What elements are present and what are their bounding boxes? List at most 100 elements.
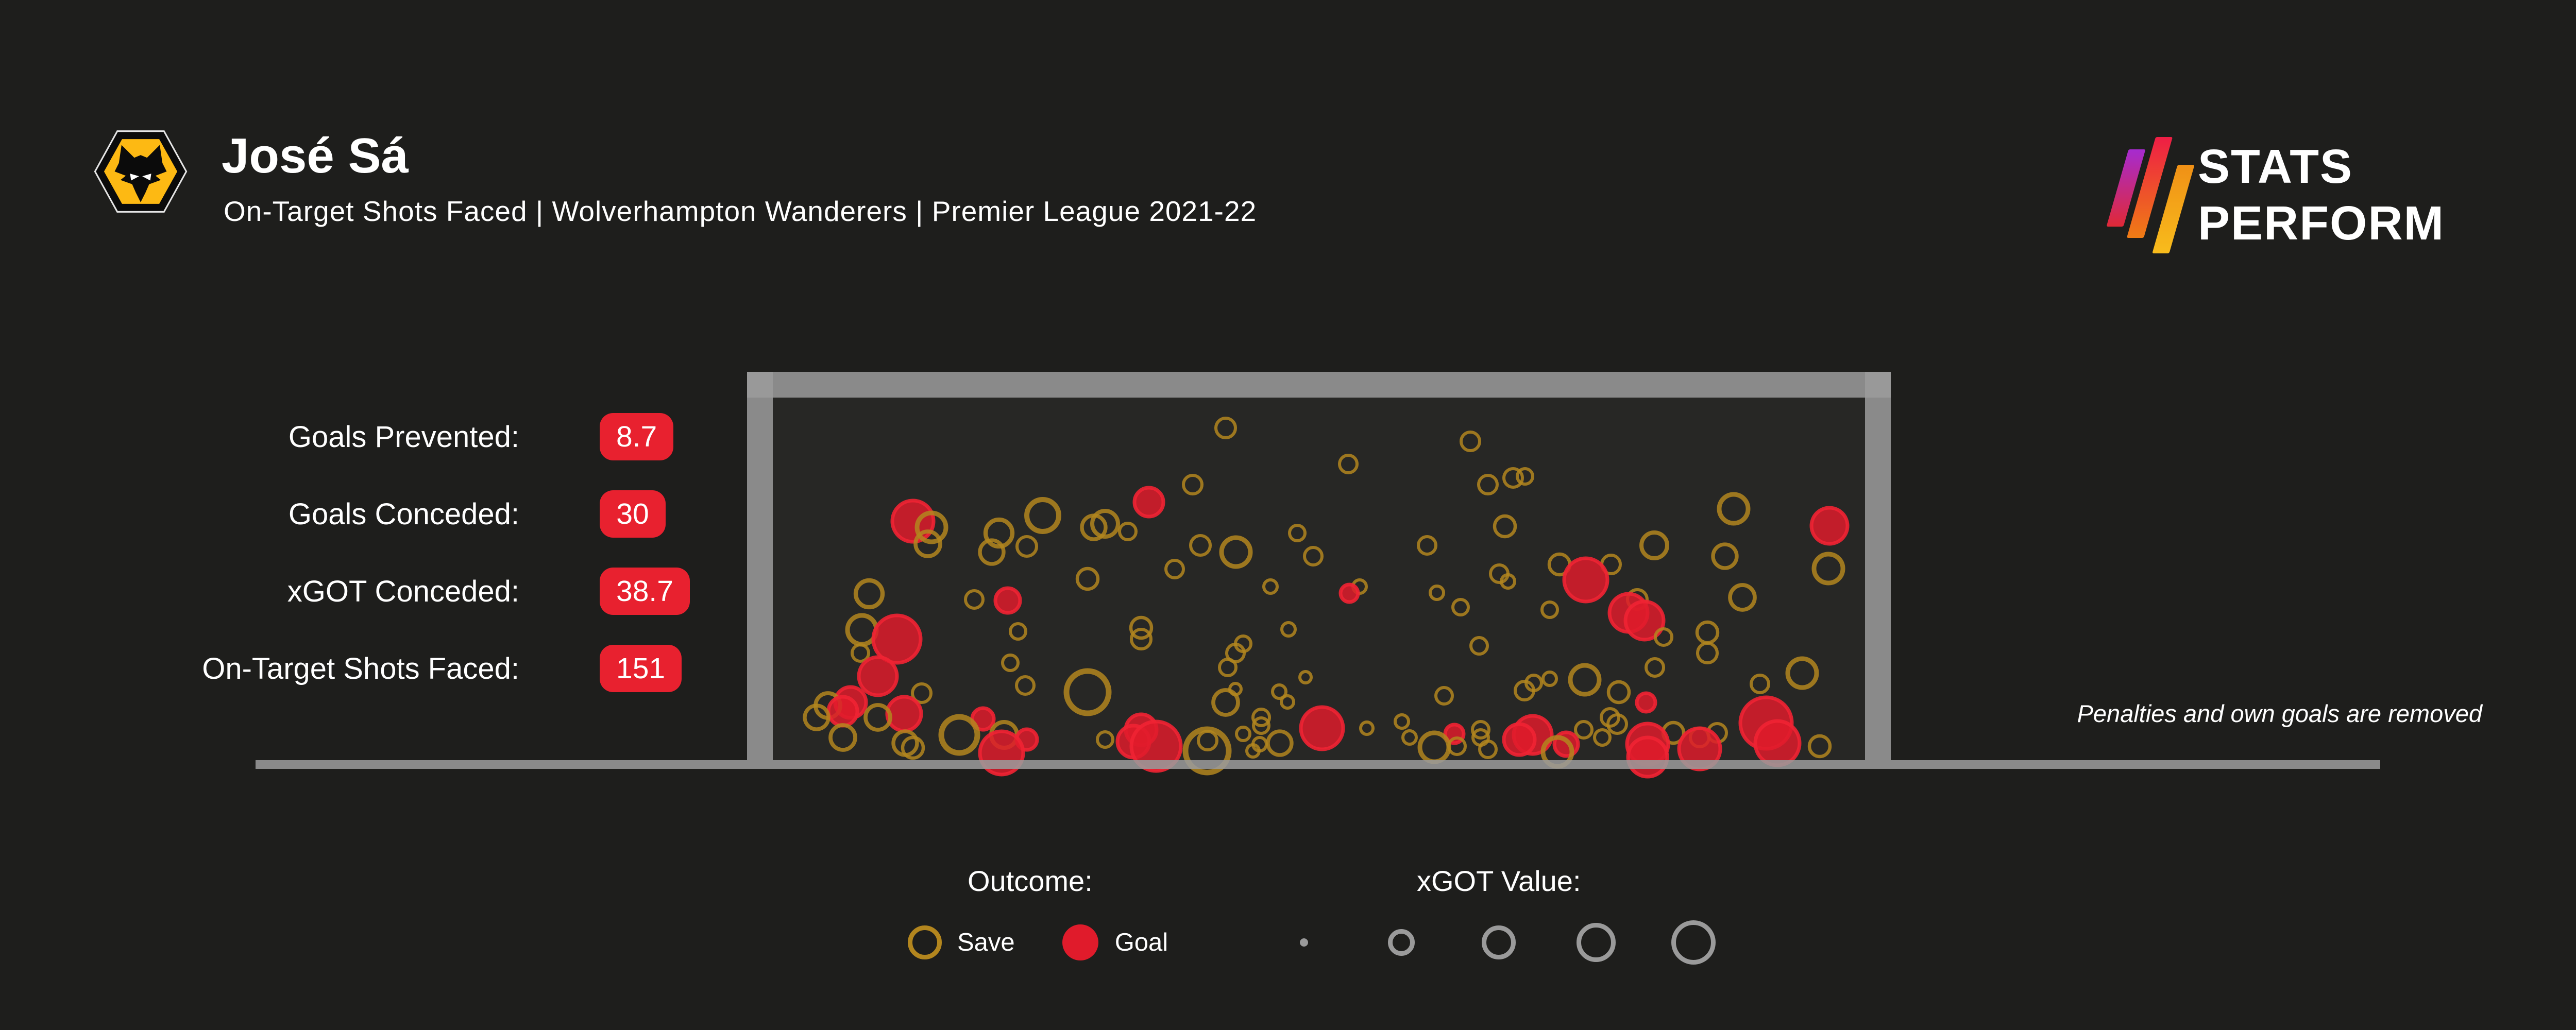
xgot-size-icon	[1482, 925, 1516, 959]
save-marker	[1394, 713, 1410, 730]
save-marker	[1080, 513, 1108, 541]
save-marker	[1235, 726, 1251, 742]
save-marker	[1303, 546, 1324, 566]
save-marker	[1606, 713, 1628, 735]
save-marker	[1600, 707, 1620, 728]
goal-marker	[1635, 691, 1657, 714]
save-marker	[1540, 600, 1559, 619]
legend-outcome-row: Save Goal	[908, 923, 1168, 962]
stats-perform-logo: STATS PERFORM	[2106, 133, 2444, 262]
brand-wordmark: STATS PERFORM	[2198, 138, 2445, 251]
save-marker	[1811, 552, 1845, 586]
stat-label: On-Target Shots Faced:	[202, 651, 519, 685]
xgot-size-icon	[1388, 929, 1415, 956]
save-marker	[1717, 492, 1751, 526]
save-marker	[1189, 534, 1212, 557]
save-marker	[938, 714, 980, 756]
stat-value-badge: 8.7	[600, 413, 674, 460]
save-marker	[1728, 583, 1757, 612]
goal-marker	[1626, 735, 1669, 779]
goal-marker	[1299, 705, 1345, 751]
save-marker	[1434, 686, 1454, 706]
save-marker	[911, 682, 933, 704]
save-marker	[851, 643, 870, 663]
save-marker	[1129, 627, 1153, 651]
goal-post-left	[747, 372, 773, 760]
goal-marker	[1753, 719, 1802, 767]
stat-row: On-Target Shots Faced: 151	[0, 644, 721, 693]
save-marker	[1298, 670, 1313, 684]
save-marker	[1182, 474, 1204, 495]
goal-swatch-icon	[1062, 924, 1098, 960]
save-marker	[1075, 566, 1100, 591]
stat-value-badge: 151	[600, 645, 682, 692]
save-marker	[1214, 416, 1238, 440]
goal-marker	[857, 655, 899, 697]
save-marker	[1807, 734, 1832, 759]
stat-value-badge: 30	[600, 490, 666, 538]
wolves-crest-icon	[94, 130, 188, 213]
player-name: José Sá	[222, 128, 409, 183]
goal-marker	[1562, 556, 1609, 604]
save-marker	[1574, 720, 1594, 740]
stat-value-badge: 38.7	[600, 568, 690, 615]
save-marker	[1182, 726, 1232, 776]
goal-marker	[890, 499, 936, 544]
goal-frame	[747, 372, 1891, 760]
save-marker	[1090, 509, 1120, 539]
save-marker	[1606, 680, 1631, 705]
goal-label: Goal	[1114, 929, 1168, 956]
save-marker	[1271, 683, 1287, 700]
save-marker	[1541, 671, 1558, 687]
save-marker	[913, 529, 942, 558]
save-marker	[1024, 497, 1061, 534]
save-marker	[1451, 598, 1470, 616]
save-marker	[1063, 668, 1112, 716]
save-marker	[1359, 720, 1375, 736]
save-marker	[853, 578, 885, 610]
save-marker	[1654, 627, 1673, 647]
save-marker	[1785, 656, 1819, 690]
save-marker	[1015, 675, 1036, 696]
xgot-size-icon	[1671, 920, 1716, 965]
save-marker	[1266, 729, 1294, 757]
save-marker	[1417, 535, 1437, 556]
save-marker	[1469, 636, 1489, 656]
save-marker	[1401, 729, 1418, 746]
report-subtitle: On-Target Shots Faced | Wolverhampton Wa…	[224, 195, 1257, 227]
save-marker	[1096, 730, 1114, 749]
goal-marker	[1502, 722, 1537, 757]
save-marker	[863, 703, 892, 732]
brand-line2: PERFORM	[2198, 196, 2445, 250]
ground-line	[256, 760, 2380, 769]
goal-area-background	[773, 398, 1865, 760]
save-swatch-icon	[908, 925, 942, 959]
save-marker	[964, 589, 985, 610]
save-label: Save	[957, 929, 1015, 956]
stat-label: xGOT Conceded:	[287, 574, 519, 608]
goal-marker	[885, 695, 923, 733]
goal-marker	[1623, 599, 1666, 642]
save-marker	[1219, 535, 1253, 569]
save-marker	[828, 723, 857, 752]
save-marker	[901, 735, 925, 760]
save-marker	[1252, 716, 1270, 735]
save-marker	[1696, 641, 1719, 665]
save-marker	[1009, 622, 1027, 641]
save-marker	[1477, 474, 1499, 495]
legend-xgot-heading: xGOT Value:	[1417, 865, 1581, 897]
save-marker	[1245, 743, 1261, 759]
save-marker	[1645, 657, 1665, 678]
goal-marker	[871, 613, 923, 665]
goal-marker	[1338, 582, 1360, 604]
save-marker	[1568, 663, 1602, 697]
goal-post-right	[1865, 372, 1891, 760]
goal-marker	[993, 586, 1022, 615]
save-marker	[1460, 431, 1481, 452]
save-marker	[803, 703, 831, 731]
save-marker	[1502, 467, 1524, 489]
legend-outcome-heading: Outcome:	[968, 865, 1093, 897]
goal-marker	[1677, 726, 1722, 771]
